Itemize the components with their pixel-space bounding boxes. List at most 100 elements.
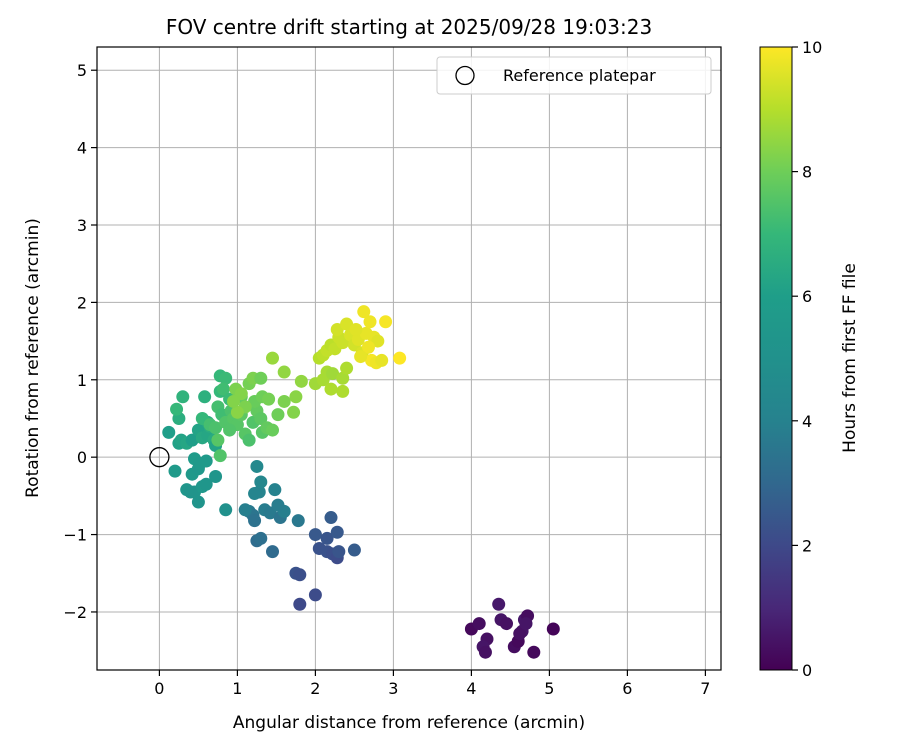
data-point <box>254 411 268 425</box>
colorbar-tick-label: 6 <box>802 287 812 306</box>
data-point <box>326 367 340 381</box>
data-point <box>266 423 279 437</box>
y-tick-label: 4 <box>77 139 87 158</box>
data-point <box>500 617 513 631</box>
colorbar-ticks: 0 2 4 6 8 10 <box>792 38 822 680</box>
data-point <box>330 525 344 539</box>
data-point <box>223 423 237 437</box>
data-point <box>519 617 533 631</box>
data-point <box>287 405 301 419</box>
data-point <box>199 477 213 491</box>
data-point <box>375 353 389 367</box>
data-point <box>336 371 350 385</box>
data-point <box>230 405 244 419</box>
colorbar-tick-label: 2 <box>802 536 812 555</box>
reference-marker <box>149 447 170 468</box>
colorbar: 0 2 4 6 8 10 Hours from first FF file <box>759 38 860 680</box>
y-tick-label: −1 <box>63 526 87 545</box>
data-point <box>324 382 338 396</box>
data-point <box>472 617 486 631</box>
x-tick-label: 0 <box>154 679 164 698</box>
y-axis-label: Rotation from reference (arcmin) <box>23 218 43 498</box>
colorbar-label: Hours from first FF file <box>840 263 860 453</box>
legend-label: Reference platepar <box>503 66 656 85</box>
data-point <box>332 545 346 559</box>
data-point <box>379 315 393 329</box>
data-point <box>184 485 198 499</box>
data-point <box>176 390 190 404</box>
data-point <box>248 487 262 501</box>
data-point <box>198 390 212 404</box>
data-point <box>162 425 176 439</box>
data-point <box>293 597 307 611</box>
x-axis-label: Angular distance from reference (arcmin) <box>233 713 585 733</box>
data-point <box>254 531 268 545</box>
data-point <box>185 433 199 447</box>
colorbar-tick-label: 10 <box>802 38 822 57</box>
data-point <box>294 374 308 388</box>
data-point <box>213 449 227 463</box>
data-point <box>227 394 240 408</box>
data-point <box>527 645 541 659</box>
data-point <box>191 495 205 509</box>
data-point <box>349 322 363 336</box>
data-point <box>340 361 354 375</box>
data-point <box>289 390 303 404</box>
data-point <box>209 470 223 484</box>
x-tick-label: 1 <box>232 679 242 698</box>
data-point <box>266 545 279 559</box>
data-point <box>308 528 322 542</box>
data-point <box>312 541 326 555</box>
y-tick-label: 5 <box>77 61 87 80</box>
data-point <box>250 459 264 473</box>
plot-area-frame <box>96 46 722 671</box>
x-tick-label: 4 <box>466 679 476 698</box>
colorbar-gradient <box>759 46 793 671</box>
legend-box <box>436 56 712 95</box>
data-point <box>513 627 527 641</box>
y-tick-label: 2 <box>77 293 87 312</box>
data-point <box>354 350 368 364</box>
data-point <box>546 622 560 636</box>
data-point <box>324 511 338 525</box>
data-point <box>219 371 233 385</box>
legend-marker <box>455 65 475 86</box>
data-point <box>371 334 385 348</box>
data-point <box>170 402 184 416</box>
grid-lines <box>97 47 721 670</box>
colorbar-tick-label: 8 <box>802 163 812 182</box>
data-point <box>209 421 223 435</box>
data-point <box>211 433 225 447</box>
colorbar-tick-label: 4 <box>802 412 812 431</box>
data-point <box>393 351 407 365</box>
data-point <box>291 514 305 528</box>
y-tick-label: −2 <box>63 603 87 622</box>
x-tick-label: 2 <box>310 679 320 698</box>
data-points <box>149 305 560 659</box>
data-point <box>268 483 282 497</box>
data-point <box>363 315 377 329</box>
legend: Reference platepar <box>436 56 712 95</box>
data-point <box>216 382 230 396</box>
x-tick-label: 6 <box>622 679 632 698</box>
data-point <box>254 475 268 489</box>
colorbar-tick-label: 0 <box>802 661 812 680</box>
data-point <box>277 394 291 408</box>
data-point <box>347 543 361 557</box>
data-point <box>293 568 307 582</box>
x-tick-label: 5 <box>544 679 554 698</box>
y-tick-label: 1 <box>77 371 87 390</box>
x-tick-label: 3 <box>388 679 398 698</box>
data-point <box>248 514 262 528</box>
data-point <box>336 384 350 398</box>
data-point <box>271 498 285 512</box>
data-point <box>254 371 268 385</box>
data-point <box>199 454 213 468</box>
data-point <box>238 503 252 517</box>
y-tick-label: 0 <box>77 448 87 467</box>
data-point <box>277 365 291 379</box>
x-tick-label: 7 <box>700 679 710 698</box>
data-point <box>219 503 233 517</box>
data-point <box>308 588 322 602</box>
